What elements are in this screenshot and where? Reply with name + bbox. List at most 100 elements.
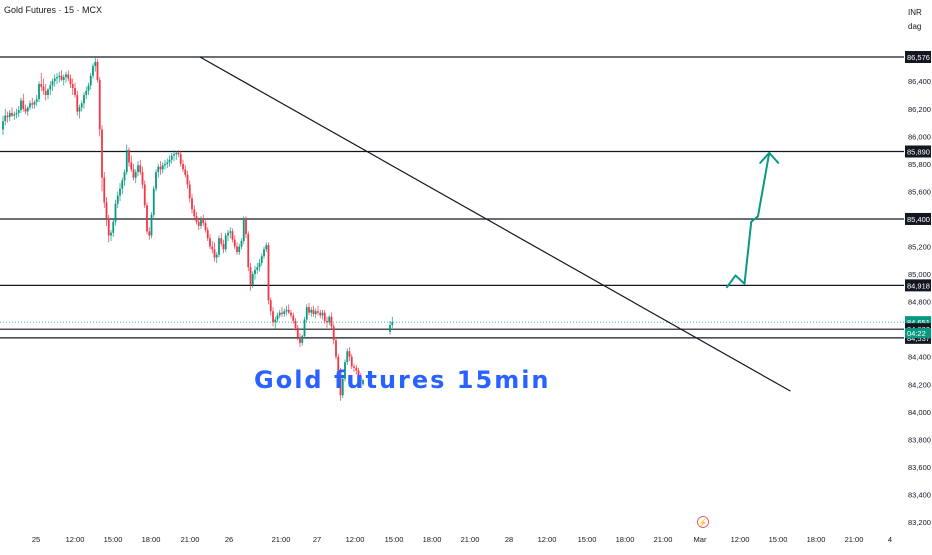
x-tick-label: 21:00 bbox=[181, 535, 200, 544]
candle-body bbox=[175, 152, 178, 155]
candle-body bbox=[195, 216, 198, 222]
y-tick-label: 85,000 bbox=[908, 270, 931, 279]
candle-body bbox=[92, 66, 94, 76]
candle-body bbox=[8, 112, 11, 118]
candle-body bbox=[168, 159, 171, 163]
candle-body bbox=[98, 79, 101, 130]
price-label-box bbox=[905, 145, 931, 158]
x-tick-label: 21:00 bbox=[272, 535, 291, 544]
candle-body bbox=[112, 221, 115, 233]
candle-body bbox=[146, 205, 148, 232]
candle-body bbox=[123, 172, 126, 181]
candle-body bbox=[328, 316, 331, 323]
candle-body bbox=[303, 319, 306, 337]
x-tick-label: 18:00 bbox=[807, 535, 826, 544]
candle-body bbox=[152, 188, 155, 215]
candle-body bbox=[188, 184, 191, 199]
y-tick-label: 83,400 bbox=[908, 490, 931, 499]
candle-body bbox=[94, 61, 97, 67]
candle-body bbox=[87, 85, 90, 91]
candle-body bbox=[191, 198, 193, 210]
candle-body bbox=[56, 77, 58, 79]
candle-body bbox=[267, 245, 270, 301]
candle-body bbox=[62, 77, 65, 80]
candle-body bbox=[249, 267, 252, 286]
candle-body bbox=[256, 267, 259, 270]
candle-body bbox=[35, 99, 38, 102]
candle-body bbox=[337, 356, 340, 371]
y-tick-label: 85,600 bbox=[908, 187, 931, 196]
candle-body bbox=[233, 239, 236, 247]
candle-body bbox=[229, 231, 232, 233]
scale-mode[interactable]: dag bbox=[908, 22, 922, 31]
candle-body bbox=[240, 241, 243, 247]
candle-body bbox=[69, 78, 72, 84]
candle-body bbox=[265, 245, 268, 250]
candle-body bbox=[33, 101, 36, 105]
candle-body bbox=[182, 163, 184, 170]
candle-body bbox=[29, 103, 31, 108]
candle-body bbox=[312, 309, 315, 315]
candle-body bbox=[132, 169, 135, 178]
candle-body bbox=[287, 309, 290, 313]
candle-body bbox=[148, 231, 151, 236]
symbol-label[interactable]: Gold Futures · 15 · MCX bbox=[4, 5, 103, 15]
y-tick-label: 86,200 bbox=[908, 105, 931, 114]
x-tick-label: 27 bbox=[313, 535, 321, 544]
price-label-text: 86,576 bbox=[907, 53, 930, 62]
candle-body bbox=[47, 89, 49, 96]
currency-code: INR bbox=[908, 8, 922, 17]
x-tick-label: Mar bbox=[694, 535, 707, 544]
candle-body bbox=[83, 95, 85, 104]
candle-body bbox=[186, 174, 189, 185]
candle-body bbox=[292, 315, 295, 321]
candle-body bbox=[161, 165, 164, 170]
x-tick-label: 28 bbox=[505, 535, 513, 544]
candle-body bbox=[389, 325, 391, 332]
candle-body bbox=[22, 100, 25, 109]
candle-body bbox=[314, 311, 317, 315]
candle-body bbox=[107, 218, 110, 236]
y-tick-label: 85,200 bbox=[908, 243, 931, 252]
candle-body bbox=[51, 81, 54, 86]
candle-body bbox=[110, 232, 112, 236]
y-tick-label: 84,000 bbox=[908, 408, 931, 417]
x-tick-label: 18:00 bbox=[142, 535, 161, 544]
candle-body bbox=[344, 362, 346, 379]
price-label-box bbox=[905, 279, 931, 292]
candle-body bbox=[341, 378, 344, 396]
candle-body bbox=[193, 209, 196, 217]
x-tick-label: 12:00 bbox=[538, 535, 557, 544]
candle-body bbox=[20, 100, 22, 111]
candle-body bbox=[184, 169, 187, 175]
candle-body bbox=[323, 312, 326, 321]
candle-body bbox=[24, 108, 27, 112]
candle-body bbox=[130, 162, 133, 170]
y-tick-label: 86,400 bbox=[908, 77, 931, 86]
candle-body bbox=[65, 74, 67, 78]
x-tick-label: 18:00 bbox=[423, 535, 442, 544]
x-tick-label: 21:00 bbox=[461, 535, 480, 544]
candle-body bbox=[294, 320, 297, 328]
candle-body bbox=[139, 165, 142, 173]
x-tick-label: 21:00 bbox=[845, 535, 864, 544]
candle-body bbox=[128, 150, 130, 163]
candle-body bbox=[166, 162, 169, 164]
candle-body bbox=[332, 326, 335, 341]
candle-body bbox=[143, 184, 146, 206]
x-tick-label: 15:00 bbox=[385, 535, 404, 544]
candle-body bbox=[80, 103, 83, 108]
candle-body bbox=[330, 316, 333, 327]
price-label-box bbox=[905, 212, 931, 225]
candle-body bbox=[105, 202, 108, 219]
candle-body bbox=[308, 307, 310, 313]
candle-body bbox=[89, 75, 92, 86]
candle-body bbox=[159, 166, 162, 170]
x-tick-label: 21:00 bbox=[654, 535, 673, 544]
x-tick-label: 26 bbox=[225, 535, 233, 544]
candle-body bbox=[206, 229, 209, 239]
candle-body bbox=[114, 203, 117, 222]
candle-body bbox=[220, 238, 223, 244]
